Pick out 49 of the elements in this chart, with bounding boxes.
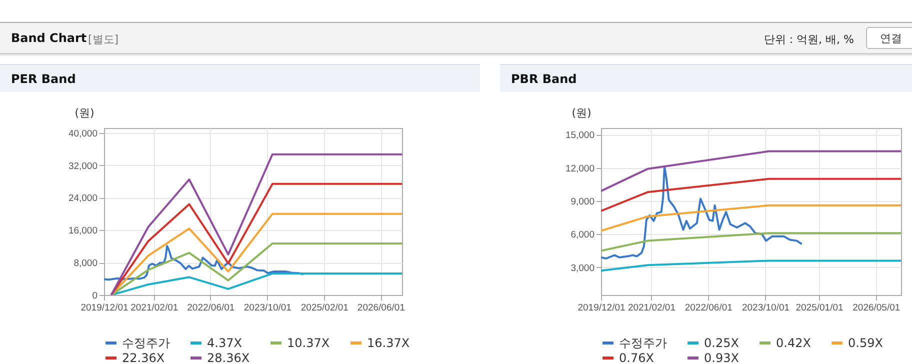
line-series [104,244,304,281]
x-tick-label: 2025/01/01 [796,302,844,314]
legend-label: 10.37X [287,336,330,350]
legend-label: 16.37X [367,336,410,350]
y-tick-label: 8,000 [74,258,98,270]
y-tick-label: 32,000 [68,160,98,172]
y-tick-label: 9,000 [570,196,594,208]
legend-label: 0.93X [704,351,739,364]
x-tick-label: 2026/06/01 [357,302,405,314]
y-axis-title: (원) [74,106,94,120]
x-tick-label: 2023/10/01 [244,302,292,314]
text: [별도] [88,32,119,47]
y-tick-label: 15,000 [565,130,594,142]
legend-label: 0.42X [776,336,811,350]
chart-title: PER Band [0,64,480,92]
y-axis-title: (원) [572,106,592,120]
legend-label: 28.36X [207,351,250,364]
y-tick-label: 40,000 [68,128,98,140]
y-tick-label: 24,000 [68,193,98,204]
x-tick-label: 2026/05/01 [852,302,900,314]
line-series [601,166,803,260]
y-tick-label: 16,000 [68,226,98,237]
line-series [110,182,402,295]
line-series [110,242,402,295]
y-tick-label: 6,000 [570,230,594,241]
y-tick-label: 0 [92,290,98,302]
text: 연결 [866,27,912,49]
line-series [110,212,402,295]
y-tick-label: 12,000 [565,163,594,174]
x-tick-label: 2023/10/01 [742,302,790,314]
legend-label: 0.59X [848,336,883,350]
line-series [110,153,402,295]
y-tick-label: 3,000 [570,262,594,274]
x-tick-label: 2022/06/01 [684,302,732,314]
legend-label: 0.76X [619,351,654,364]
legend-label: 22.36X [122,351,165,364]
chart-title: PBR Band [500,64,912,92]
x-tick-label: 2019/12/01 [80,302,128,314]
x-tick-label: 2021/02/01 [628,302,676,314]
legend-label: 4.37X [207,336,242,350]
x-tick-label: 2019/12/01 [578,302,626,314]
legend-label: 0.25X [704,336,739,350]
text: 단위 : 억원, 배, % [764,32,854,47]
x-tick-label: 2022/06/01 [187,302,235,314]
legend-label: 수정주가 [619,336,667,350]
x-tick-label: 2021/02/01 [130,302,178,314]
x-tick-label: 2025/02/01 [300,302,348,314]
text: Band Chart [11,31,87,45]
legend-label: 수정주가 [122,336,170,350]
